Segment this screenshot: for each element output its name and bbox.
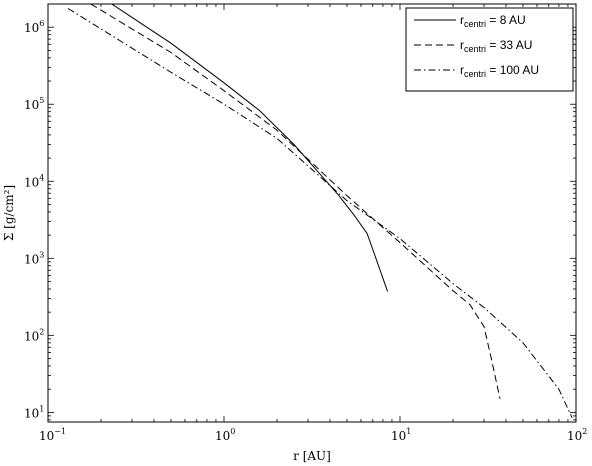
legend-label-subscript: centri bbox=[464, 69, 486, 79]
y-tick-exponent: 6 bbox=[39, 19, 44, 28]
legend-label-value: = 33 AU bbox=[486, 38, 532, 52]
x-tick-exponent: 1 bbox=[406, 427, 411, 436]
legend-label-value: = 8 AU bbox=[486, 13, 526, 27]
y-tick-base: 10 bbox=[24, 175, 39, 189]
y-tick-exponent: 1 bbox=[39, 404, 44, 413]
legend-label-main: r bbox=[460, 38, 464, 52]
legend-label-main: r bbox=[460, 13, 464, 27]
x-tick-exponent: 2 bbox=[582, 427, 587, 436]
y-tick-exponent: 5 bbox=[39, 96, 44, 105]
y-tick-exponent: 3 bbox=[39, 250, 44, 259]
x-tick-label: 102 bbox=[567, 427, 587, 443]
y-tick-base: 10 bbox=[24, 406, 39, 420]
y-tick-exponent: 2 bbox=[39, 327, 44, 336]
legend-box bbox=[405, 7, 574, 92]
x-tick-exponent: −1 bbox=[54, 427, 66, 436]
legend-label-3: rcentri = 100 AU bbox=[460, 63, 539, 79]
y-tick-base: 10 bbox=[24, 252, 39, 266]
y-tick-label: 101 bbox=[24, 404, 44, 420]
series-line-2 bbox=[90, 4, 501, 399]
y-tick-label: 104 bbox=[24, 173, 44, 189]
legend-label-subscript: centri bbox=[464, 19, 486, 29]
legend-label-1: rcentri = 8 AU bbox=[460, 13, 526, 29]
x-axis-title: r [AU] bbox=[293, 449, 331, 463]
legend-label-2: rcentri = 33 AU bbox=[460, 38, 532, 54]
y-tick-label: 106 bbox=[24, 19, 44, 35]
y-tick-base: 10 bbox=[24, 329, 39, 343]
y-tick-label: 102 bbox=[24, 327, 44, 343]
x-tick-label: 101 bbox=[391, 427, 411, 443]
y-tick-exponent: 4 bbox=[39, 173, 44, 182]
x-tick-base: 10 bbox=[39, 429, 54, 443]
series-line-1 bbox=[111, 4, 389, 292]
y-tick-label: 103 bbox=[24, 250, 44, 266]
series-line-3 bbox=[67, 8, 573, 419]
legend-label-main: r bbox=[460, 63, 464, 77]
y-tick-label: 105 bbox=[24, 96, 44, 112]
x-tick-base: 10 bbox=[567, 429, 582, 443]
x-tick-label: 100 bbox=[215, 427, 235, 443]
x-tick-base: 10 bbox=[215, 429, 230, 443]
y-axis-title: Σ [g/cm²] bbox=[2, 185, 16, 241]
x-tick-label: 10−1 bbox=[39, 427, 66, 443]
legend-label-value: = 100 AU bbox=[486, 63, 539, 77]
y-tick-base: 10 bbox=[24, 21, 39, 35]
legend-label-subscript: centri bbox=[464, 44, 486, 54]
y-tick-base: 10 bbox=[24, 98, 39, 112]
axes-frame bbox=[47, 3, 577, 423]
x-tick-exponent: 0 bbox=[230, 427, 235, 436]
x-tick-base: 10 bbox=[391, 429, 406, 443]
